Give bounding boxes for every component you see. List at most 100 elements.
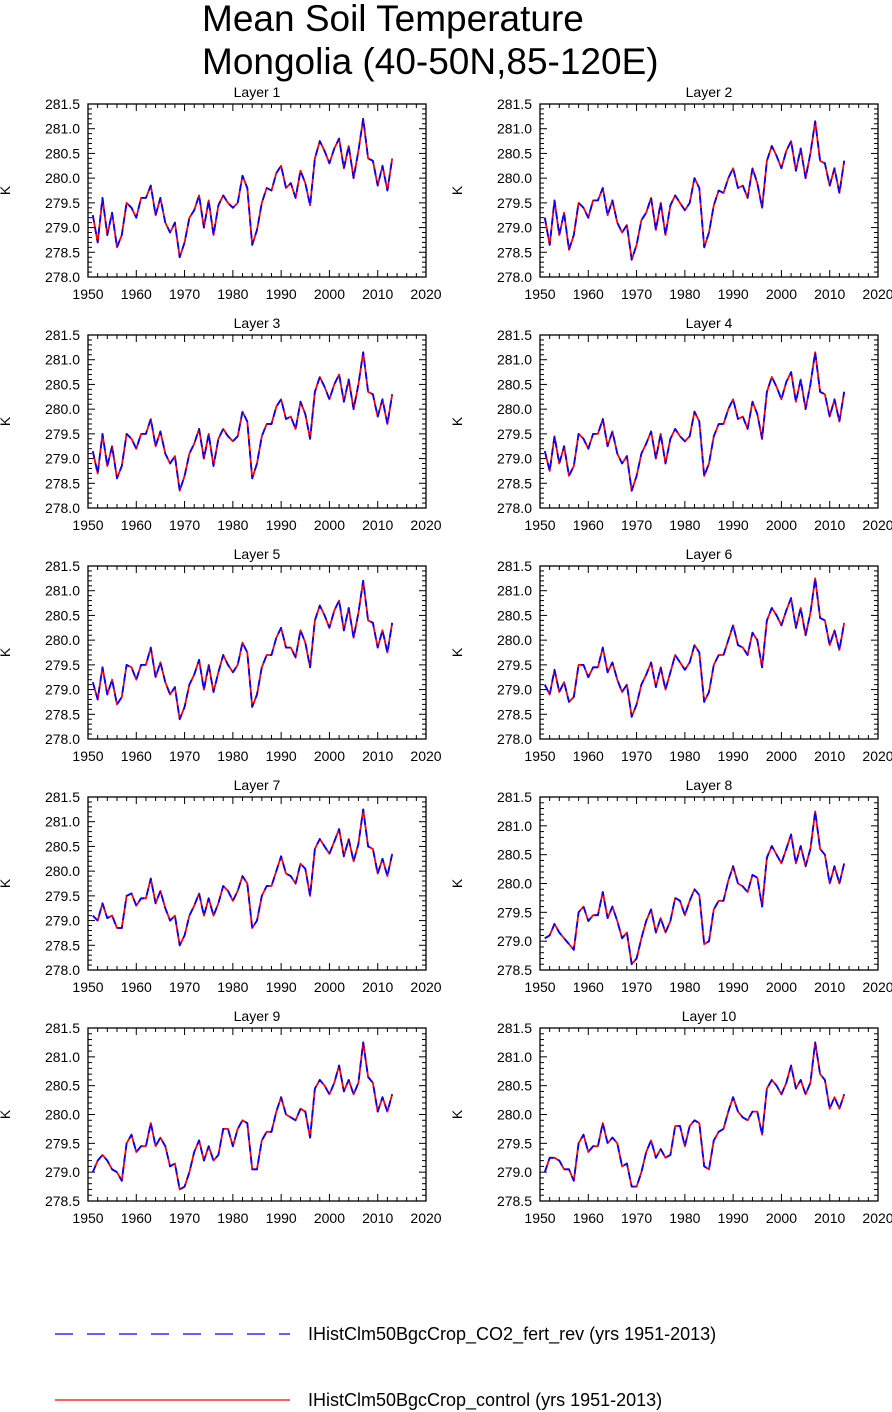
x-tick-label: 1990 — [718, 517, 749, 533]
series-control-line — [91, 351, 394, 492]
y-tick-label: 281.0 — [45, 352, 80, 368]
panel-title: Layer 1 — [234, 84, 281, 100]
x-tick-label: 1960 — [121, 286, 152, 302]
x-tick-label: 2010 — [362, 1210, 393, 1226]
y-tick-label: 280.5 — [497, 607, 532, 623]
x-tick-label: 1970 — [169, 979, 200, 995]
x-tick-label: 1950 — [72, 1210, 103, 1226]
x-tick-label: 2000 — [314, 1210, 345, 1226]
x-tick-label: 1970 — [621, 286, 652, 302]
figure-title-line1: Mean Soil Temperature — [202, 0, 584, 39]
series-co2-fert-rev-line — [91, 117, 394, 259]
series-co2-fert-rev-line — [92, 808, 394, 947]
x-tick-label: 1950 — [72, 286, 103, 302]
x-tick-label: 1970 — [621, 517, 652, 533]
x-tick-label: 1960 — [121, 748, 152, 764]
y-tick-label: 279.0 — [45, 682, 80, 698]
plot-frame — [539, 334, 879, 509]
x-tick-label: 2000 — [766, 517, 797, 533]
y-tick-label: 281.5 — [497, 789, 532, 805]
plot-frame — [539, 565, 879, 740]
panel-title: Layer 7 — [234, 777, 281, 793]
y-tick-label: 278.5 — [45, 706, 80, 722]
legend: IHistClm50BgcCrop_CO2_fert_rev (yrs 1951… — [55, 1324, 716, 1411]
x-tick-label: 2010 — [362, 979, 393, 995]
panel-layer-6: Layer 6 1950 1960 1970 1980 1990 2000 2010 2020 2… — [449, 546, 892, 764]
y-tick-label: 279.0 — [497, 1164, 532, 1180]
y-tick-label: 281.0 — [45, 583, 80, 599]
y-tick-label: 279.5 — [497, 426, 532, 442]
x-tick-label: 1950 — [524, 979, 555, 995]
y-tick-label: 279.5 — [497, 657, 532, 673]
x-tick-label: 2000 — [766, 286, 797, 302]
x-tick-label: 1990 — [266, 979, 297, 995]
y-tick-label: 281.0 — [497, 818, 532, 834]
y-tick-label: 278.5 — [45, 1193, 80, 1209]
x-tick-label: 2000 — [766, 748, 797, 764]
y-axis-label: K — [0, 878, 13, 888]
y-tick-label: 280.0 — [497, 1107, 532, 1123]
y-tick-label: 278.0 — [497, 269, 532, 285]
y-tick-label: 278.0 — [45, 500, 80, 516]
plot-frame — [87, 103, 427, 278]
panel-title: Layer 9 — [234, 1008, 281, 1024]
y-tick-label: 280.0 — [497, 401, 532, 417]
y-tick-label: 278.5 — [497, 244, 532, 260]
x-tick-label: 1950 — [524, 1210, 555, 1226]
panel-layer-9: Layer 9 1950 1960 1970 1980 1990 2000 2010 2020 2… — [0, 1008, 442, 1226]
y-tick-label: 279.0 — [497, 933, 532, 949]
y-tick-label: 281.5 — [45, 327, 80, 343]
y-tick-label: 281.5 — [45, 96, 80, 112]
y-tick-label: 278.5 — [45, 937, 80, 953]
y-tick-label: 280.0 — [45, 401, 80, 417]
x-tick-label: 1950 — [72, 517, 103, 533]
series-co2-fert-rev-line — [543, 1041, 846, 1188]
y-tick-label: 281.5 — [45, 558, 80, 574]
x-tick-label: 1950 — [524, 286, 555, 302]
y-tick-label: 278.0 — [45, 269, 80, 285]
y-tick-label: 279.0 — [45, 913, 80, 929]
panel-title: Layer 5 — [234, 546, 281, 562]
plot-frame — [539, 103, 879, 278]
y-tick-label: 281.0 — [497, 1049, 532, 1065]
panel-layer-1: Layer 1 1950 1960 1970 1980 1990 2000 2010 2020 2… — [0, 84, 442, 302]
x-tick-label: 1950 — [524, 517, 555, 533]
x-tick-label: 2010 — [362, 286, 393, 302]
x-tick-label: 1990 — [718, 1210, 749, 1226]
legend-label-control: IHistClm50BgcCrop_control (yrs 1951-2013… — [308, 1390, 662, 1411]
y-tick-label: 281.5 — [497, 1020, 532, 1036]
y-tick-label: 278.5 — [45, 244, 80, 260]
panel-layer-8: Layer 8 1950 1960 1970 1980 1990 2000 2010 2020 2… — [449, 777, 892, 995]
y-tick-label: 279.5 — [45, 195, 80, 211]
x-tick-label: 1950 — [72, 748, 103, 764]
y-tick-label: 280.5 — [45, 838, 80, 854]
y-tick-label: 280.0 — [45, 632, 80, 648]
y-axis-label: K — [449, 1109, 465, 1119]
y-tick-label: 278.5 — [497, 1193, 532, 1209]
y-tick-label: 279.0 — [497, 451, 532, 467]
y-axis-label: K — [449, 647, 465, 657]
y-axis-label: K — [449, 878, 465, 888]
x-tick-label: 2010 — [814, 286, 845, 302]
y-tick-label: 280.0 — [497, 632, 532, 648]
x-tick-label: 1980 — [669, 1210, 700, 1226]
x-tick-label: 2010 — [814, 517, 845, 533]
series-control-line — [543, 1041, 846, 1188]
x-tick-label: 1990 — [718, 748, 749, 764]
plot-frame — [539, 1027, 879, 1202]
y-tick-label: 279.0 — [45, 451, 80, 467]
x-tick-label: 1980 — [669, 517, 700, 533]
y-tick-label: 279.0 — [45, 1164, 80, 1180]
y-tick-label: 278.5 — [45, 475, 80, 491]
plot-frame — [539, 796, 879, 971]
panel-title: Layer 10 — [682, 1008, 737, 1024]
panel-layer-4: Layer 4 1950 1960 1970 1980 1990 2000 2010 2020 2… — [449, 315, 892, 533]
x-tick-label: 1990 — [718, 979, 749, 995]
y-axis-label: K — [449, 185, 465, 195]
plot-frame — [87, 334, 427, 509]
y-tick-label: 278.5 — [497, 706, 532, 722]
y-tick-label: 278.5 — [497, 962, 532, 978]
x-tick-label: 1990 — [718, 286, 749, 302]
series-control-line — [544, 810, 846, 966]
y-tick-label: 279.5 — [45, 1135, 80, 1151]
